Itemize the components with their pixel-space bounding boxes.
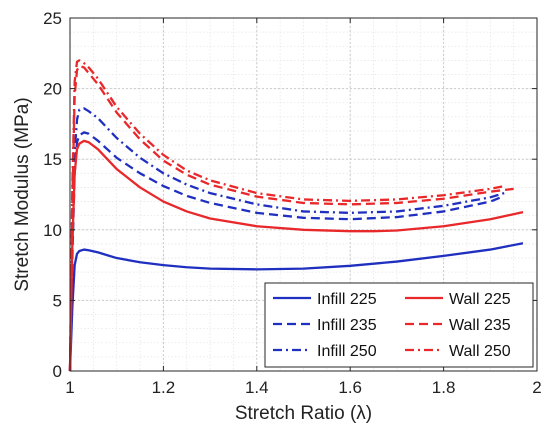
series-line-infill-250 bbox=[68, 107, 505, 372]
legend: Infill 225 Wall 225 Infill 235 Wall 235 Infi… bbox=[264, 282, 534, 368]
y-tick-label: 0 bbox=[53, 362, 62, 381]
y-tick-label: 15 bbox=[43, 150, 62, 169]
y-tick-label: 20 bbox=[43, 80, 62, 99]
legend-label: Wall 235 bbox=[449, 317, 511, 334]
x-axis-label: Stretch Ratio (λ) bbox=[235, 403, 372, 424]
series-line-wall-235 bbox=[68, 64, 514, 372]
y-tick-label: 25 bbox=[43, 9, 62, 28]
legend-label: Wall 225 bbox=[449, 291, 511, 308]
legend-label: Wall 250 bbox=[449, 343, 511, 360]
y-tick-label: 5 bbox=[53, 291, 62, 310]
y-axis-label: Stretch Modulus (MPa) bbox=[12, 97, 33, 291]
legend-label: Infill 235 bbox=[317, 317, 377, 334]
x-tick-label: 1.6 bbox=[338, 378, 362, 397]
x-tick-label: 1.4 bbox=[245, 378, 269, 397]
x-tick-label: 1.8 bbox=[432, 378, 456, 397]
series-line-wall-225 bbox=[68, 139, 524, 372]
series-group bbox=[68, 59, 524, 372]
series-line-wall-250 bbox=[68, 59, 505, 372]
legend-label: Infill 250 bbox=[317, 343, 377, 360]
y-tick-label: 10 bbox=[43, 221, 62, 240]
legend-label: Infill 225 bbox=[317, 291, 377, 308]
x-tick-label: 2 bbox=[532, 378, 541, 397]
x-tick-label: 1 bbox=[65, 378, 74, 397]
series-line-infill-235 bbox=[68, 131, 505, 372]
plot-frame bbox=[69, 17, 538, 372]
x-tick-label: 1.2 bbox=[152, 378, 176, 397]
series-line-infill-225 bbox=[68, 242, 524, 372]
